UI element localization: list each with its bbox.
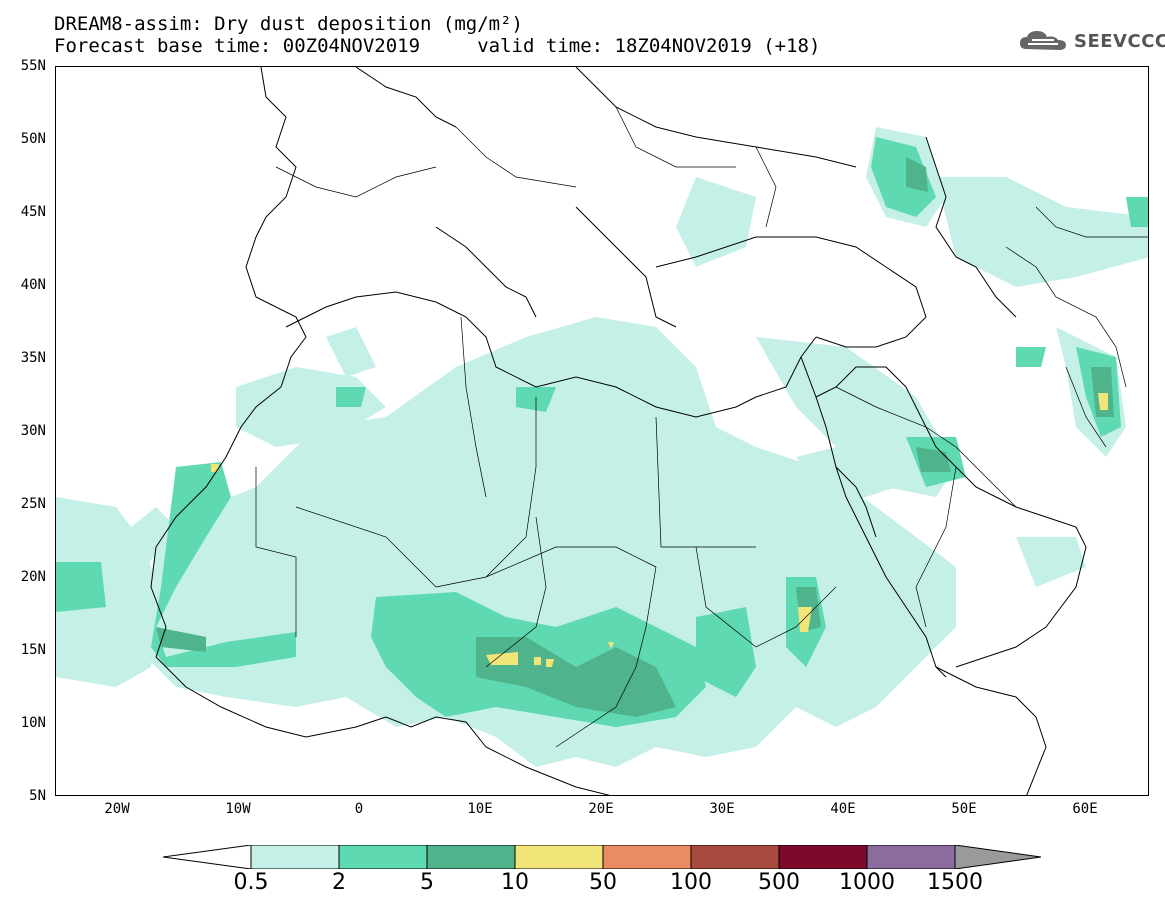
deposition-level-5 <box>156 157 1114 717</box>
colorbar-bin <box>338 845 428 869</box>
colorbar-under-arrow <box>163 845 252 869</box>
colorbar-bin <box>866 845 956 869</box>
colorbar-bin <box>250 845 340 869</box>
lat-tick-label: 50N <box>20 131 46 147</box>
chart-subtitle: Forecast base time: 00Z04NOV2019 valid t… <box>54 35 821 57</box>
chart-title: DREAM8-assim: Dry dust deposition (mg/m²… <box>54 13 523 35</box>
lon-tick-label: 10E <box>467 801 493 817</box>
colorbar <box>163 845 1041 869</box>
colorbar-label: 500 <box>758 870 800 895</box>
colorbar-label: 2 <box>332 870 346 895</box>
lon-tick-label: 40E <box>830 801 856 817</box>
lon-tick-label: 30E <box>709 801 735 817</box>
lat-tick-label: 25N <box>20 496 46 512</box>
colorbar-bin <box>514 845 604 869</box>
lat-tick-label: 20N <box>20 569 46 585</box>
colorbar-bin <box>690 845 780 869</box>
country-borders <box>255 106 1148 748</box>
dust-map <box>56 67 1148 795</box>
lat-tick-label: 10N <box>20 715 46 731</box>
colorbar-bin <box>426 845 516 869</box>
coastlines <box>150 67 1087 795</box>
lon-tick-label: 20W <box>104 801 130 817</box>
lat-tick-label: 55N <box>20 58 46 74</box>
colorbar-label: 50 <box>589 870 617 895</box>
lon-tick-label: 10W <box>225 801 251 817</box>
lat-tick-label: 40N <box>20 277 46 293</box>
deposition-level-10 <box>211 393 1108 667</box>
colorbar-label: 100 <box>670 870 712 895</box>
lon-tick-label: 50E <box>951 801 977 817</box>
lat-tick-label: 30N <box>20 423 46 439</box>
lon-tick-label: 20E <box>588 801 614 817</box>
lat-tick-label: 15N <box>20 642 46 658</box>
colorbar-over-arrow <box>954 845 1041 869</box>
colorbar-bin <box>778 845 868 869</box>
lon-tick-label: 0 <box>354 801 364 817</box>
colorbar-label: 10 <box>501 870 529 895</box>
seevccc-logo: SEEVCCC <box>1018 26 1165 56</box>
colorbar-label: 0.5 <box>233 870 269 895</box>
lat-tick-label: 35N <box>20 350 46 366</box>
colorbar-label: 1500 <box>927 870 983 895</box>
colorbar-bin <box>602 845 692 869</box>
colorbar-label: 5 <box>420 870 434 895</box>
lat-tick-label: 5N <box>29 788 46 804</box>
logo-text: SEEVCCC <box>1074 30 1165 52</box>
colorbar-label: 1000 <box>839 870 895 895</box>
lon-tick-label: 60E <box>1072 801 1098 817</box>
map-frame <box>55 66 1149 796</box>
cloud-icon <box>1020 31 1066 50</box>
lat-tick-label: 45N <box>20 204 46 220</box>
